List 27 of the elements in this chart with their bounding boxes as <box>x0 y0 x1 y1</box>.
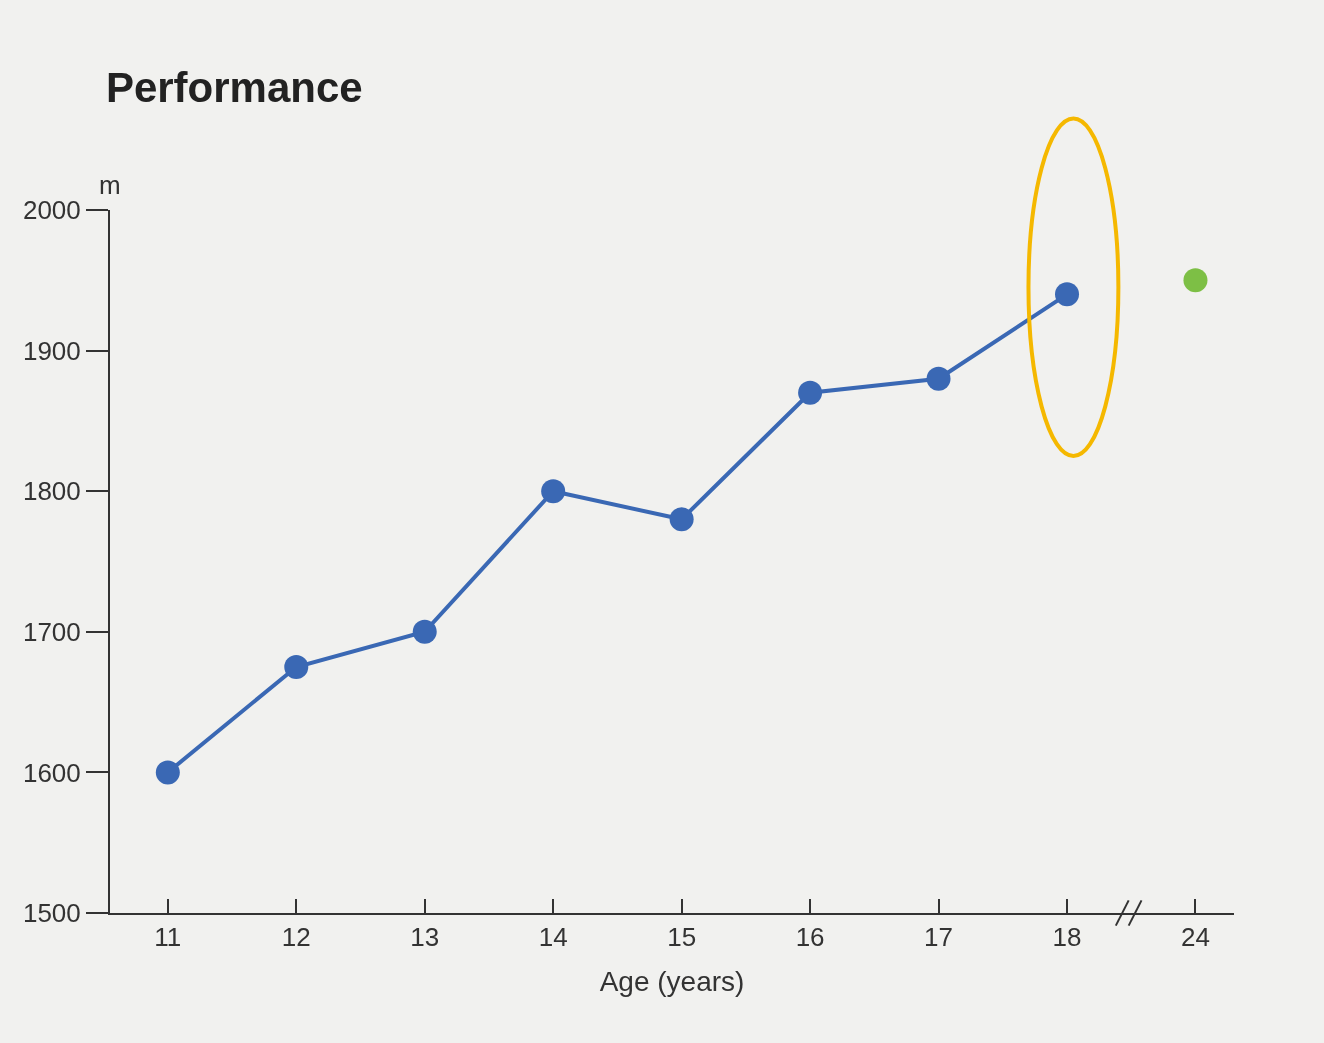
point <box>926 366 951 391</box>
point <box>412 619 437 644</box>
x-tick-label: 13 <box>410 922 440 953</box>
point <box>541 479 566 504</box>
y-tick-label: 1700 <box>22 616 81 647</box>
point <box>669 507 694 532</box>
point <box>284 654 309 679</box>
y-tick-label: 1800 <box>22 476 81 507</box>
x-tick-label: 12 <box>281 922 311 953</box>
y-tick-label: 1500 <box>22 898 81 929</box>
chart-title: Performance <box>105 64 363 112</box>
y-tick-label: 1600 <box>22 757 81 788</box>
y-axis-title: m <box>99 170 121 200</box>
x-axis-title: Age (years) <box>599 965 745 997</box>
point <box>798 380 823 405</box>
point <box>1183 268 1208 293</box>
y-tick-label: 1900 <box>22 335 81 366</box>
point <box>1055 282 1080 307</box>
x-tick-label: 16 <box>795 922 825 953</box>
x-tick-label: 11 <box>154 922 182 953</box>
x-tick-label: 24 <box>1181 922 1210 953</box>
point <box>155 760 180 785</box>
y-tick-label: 2000 <box>22 195 81 226</box>
x-tick-label: 17 <box>924 922 954 953</box>
x-tick-label: 18 <box>1052 922 1082 953</box>
x-tick-label: 15 <box>667 922 697 953</box>
x-tick-label: 14 <box>538 922 568 953</box>
